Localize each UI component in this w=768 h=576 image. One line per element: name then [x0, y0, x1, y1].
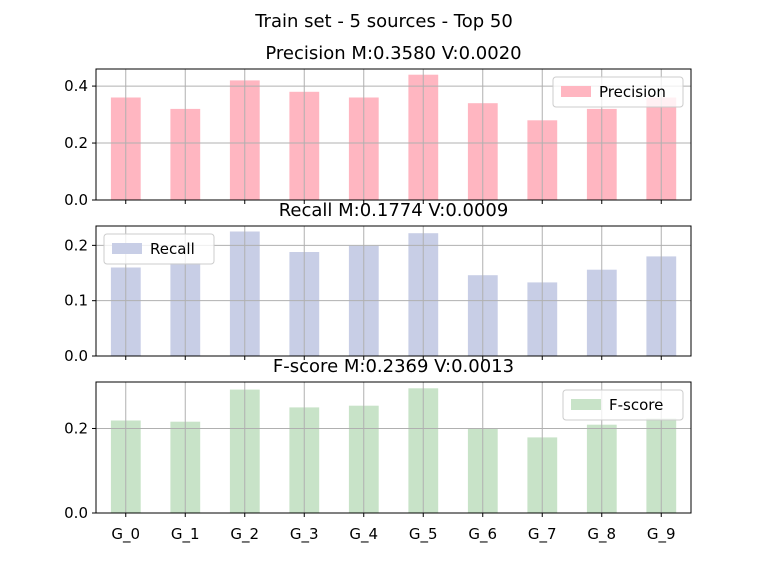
xtick-label-g3: G_3: [290, 525, 319, 544]
f-score-subplot-title: F-score M:0.2369 V:0.0013: [273, 356, 514, 377]
recall-legend-swatch: [112, 243, 142, 254]
xtick-label-g6: G_6: [468, 525, 497, 544]
xtick-label-g0: G_0: [111, 525, 140, 544]
recall-ytick-label: 0.1: [64, 292, 88, 310]
recall-axes-frame: [95, 225, 692, 357]
precision-legend: Precision: [552, 76, 684, 108]
precision-subplot-title: Precision M:0.3580 V:0.0020: [265, 43, 521, 64]
precision-legend-label: Precision: [599, 83, 666, 101]
f-score-legend-frame: [562, 389, 684, 421]
precision-subplot: 0.0 0.2 0.4 Precision M:0.3580 V:0.0020 Prec…: [64, 43, 692, 209]
recall-legend-label: Recall: [150, 240, 195, 258]
f-score-legend: F-score: [562, 389, 684, 421]
xtick-label-g9: G_9: [647, 525, 676, 544]
xtick-label-g7: G_7: [528, 525, 557, 544]
xtick-label-g8: G_8: [587, 525, 616, 544]
f-score-axes-frame: [95, 381, 692, 514]
f-score-ytick-label: 0.2: [64, 419, 88, 437]
precision-legend-swatch: [561, 86, 591, 97]
precision-legend-frame: [552, 76, 684, 108]
f-score-legend-swatch: [571, 399, 601, 410]
xtick-label-g1: G_1: [171, 525, 200, 544]
recall-ytick-label: 0.0: [64, 347, 88, 365]
recall-legend: Recall: [103, 233, 215, 265]
precision-ytick-label: 0.4: [64, 77, 88, 95]
f-score-legend-label: F-score: [609, 396, 663, 414]
recall-legend-frame: [103, 233, 215, 265]
precision-axes-frame: [95, 68, 692, 201]
f-score-ytick-label: 0.0: [64, 504, 88, 522]
xtick-label-g5: G_5: [409, 525, 438, 544]
precision-ytick-label: 0.0: [64, 191, 88, 209]
f-score-subplot: 0.0 0.2 G_0 G_1 G_2 G_3 G_4 G_5 G_6 G_7 G_8 G_9 F-sc…: [64, 356, 692, 544]
subplot-grid: 0.0 0.2 0.4 Precision M:0.3580 V:0.0020 Prec…: [64, 43, 692, 544]
figure-suptitle: Train set - 5 sources - Top 50: [254, 11, 513, 32]
recall-subplot-title: Recall M:0.1774 V:0.0009: [279, 200, 509, 221]
precision-ytick-label: 0.2: [64, 134, 88, 152]
xtick-label-g2: G_2: [230, 525, 259, 544]
recall-ytick-label: 0.2: [64, 236, 88, 254]
recall-subplot: 0.0 0.1 0.2 Recall M:0.1774 V:0.0009 Recall: [64, 200, 692, 365]
xtick-label-g4: G_4: [349, 525, 378, 544]
